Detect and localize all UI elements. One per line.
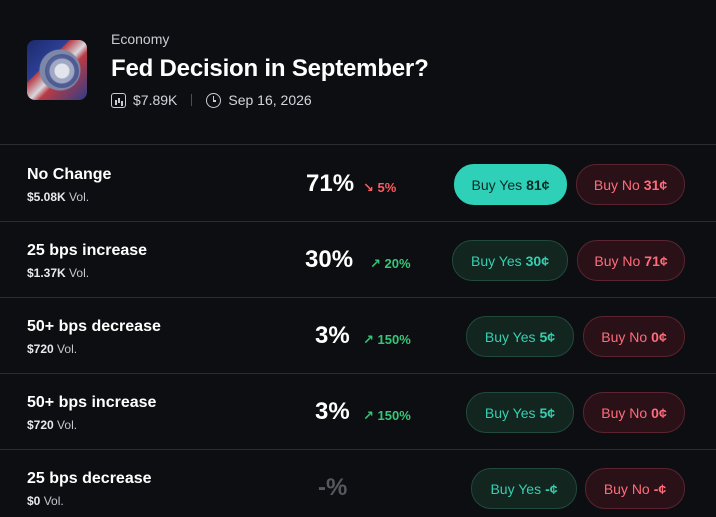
outcome-row[interactable]: 50+ bps decrease $720 Vol. 3% ↗ 150% Buy… — [0, 298, 716, 374]
outcome-volume: $0 Vol. — [27, 494, 64, 508]
outcome-change: ↗ 150% — [363, 332, 411, 347]
outcome-volume: $720 Vol. — [27, 342, 78, 356]
buy-no-button[interactable]: Buy No 71¢ — [577, 240, 685, 281]
outcome-name: 50+ bps decrease — [27, 318, 161, 335]
market-header: Economy Fed Decision in September? $7.89… — [0, 0, 716, 145]
arrow-up-right-icon: ↗ — [363, 408, 374, 423]
buy-yes-button[interactable]: Buy Yes 81¢ — [454, 164, 567, 205]
buy-yes-button[interactable]: Buy Yes 30¢ — [452, 240, 568, 281]
outcome-percent: -% — [318, 474, 348, 501]
outcome-percent: 3% — [315, 398, 350, 425]
buy-yes-button[interactable]: Buy Yes 5¢ — [466, 392, 574, 433]
outcome-row[interactable]: No Change $5.08K Vol. 71% ↘ 5% Buy Yes 81… — [0, 146, 716, 222]
meta-divider — [191, 94, 193, 106]
outcome-percent: 30% — [305, 246, 354, 273]
outcome-change: ↗ 20% — [370, 256, 411, 271]
outcome-volume: $5.08K Vol. — [27, 190, 90, 204]
outcome-row[interactable]: 25 bps decrease $0 Vol. -% Buy Yes -¢ Buy… — [0, 450, 716, 517]
outcome-name: 25 bps increase — [27, 242, 148, 259]
outcome-row[interactable]: 25 bps increase $1.37K Vol. 30% ↗ 20% Bu… — [0, 222, 716, 298]
buy-no-button[interactable]: Buy No 0¢ — [583, 316, 685, 357]
buy-no-button[interactable]: Buy No 0¢ — [583, 392, 685, 433]
outcome-name: 50+ bps increase — [27, 394, 157, 411]
outcome-change: ↘ 5% — [363, 180, 397, 195]
outcome-volume: $720 Vol. — [27, 418, 78, 432]
outcome-volume: $1.37K Vol. — [27, 266, 90, 280]
market-meta: $7.89K Sep 16, 2026 — [111, 92, 312, 108]
buy-yes-button[interactable]: Buy Yes -¢ — [471, 468, 577, 509]
outcome-percent: 3% — [315, 322, 350, 349]
buy-no-button[interactable]: Buy No -¢ — [585, 468, 685, 509]
arrow-up-right-icon: ↗ — [370, 256, 381, 271]
outcome-name: 25 bps decrease — [27, 470, 152, 487]
market-category[interactable]: Economy — [111, 31, 170, 47]
market-end-date: Sep 16, 2026 — [228, 92, 312, 108]
buy-yes-button[interactable]: Buy Yes 5¢ — [466, 316, 574, 357]
outcome-change: ↗ 150% — [363, 408, 411, 423]
volume-chart-icon — [111, 92, 126, 108]
market-title: Fed Decision in September? — [111, 55, 429, 82]
federal-reserve-logo — [27, 40, 87, 100]
buy-no-button[interactable]: Buy No 31¢ — [576, 164, 685, 205]
arrow-down-right-icon: ↘ — [363, 180, 374, 195]
outcome-percent: 71% — [306, 170, 355, 197]
outcome-row[interactable]: 50+ bps increase $720 Vol. 3% ↗ 150% Buy… — [0, 374, 716, 450]
outcome-name: No Change — [27, 166, 112, 183]
arrow-up-right-icon: ↗ — [363, 332, 374, 347]
market-volume: $7.89K — [133, 92, 178, 108]
clock-icon — [206, 92, 222, 108]
